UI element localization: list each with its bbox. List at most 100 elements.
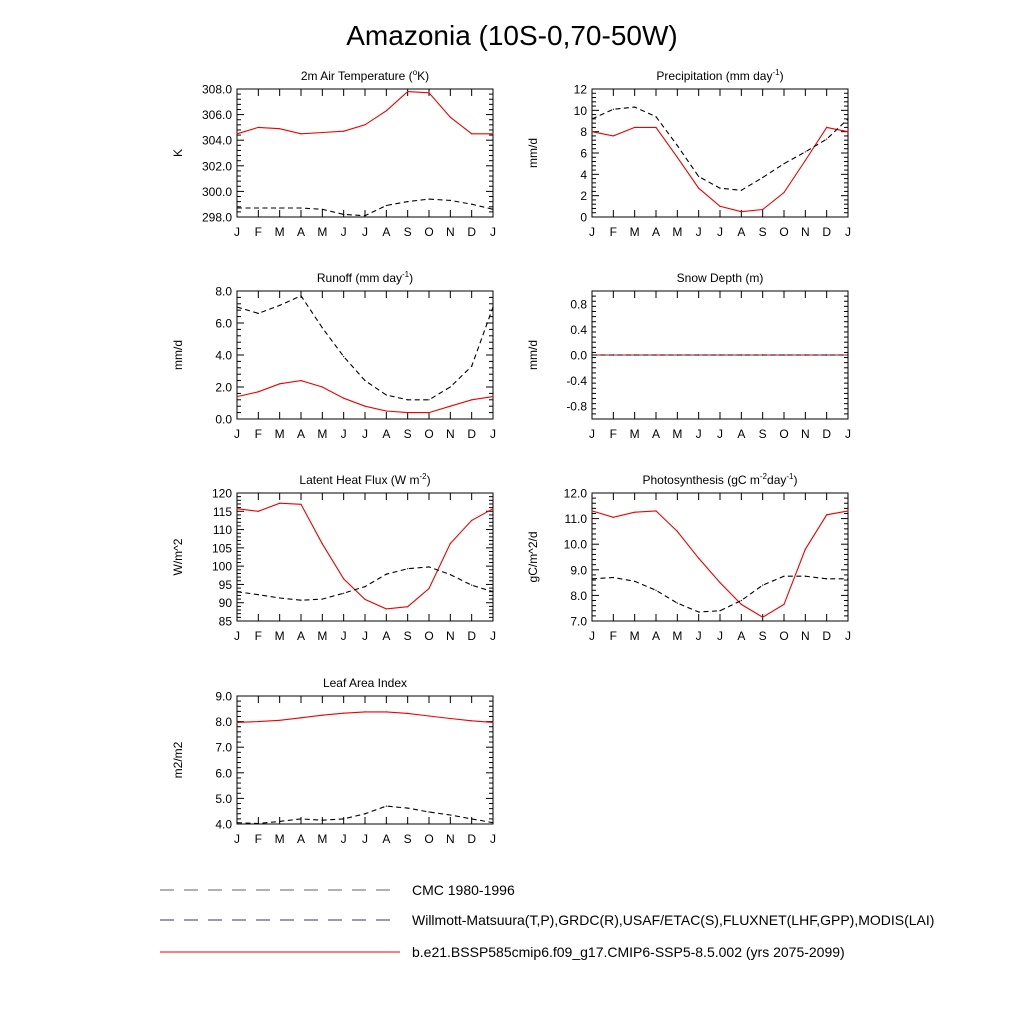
data-point-model xyxy=(321,386,323,388)
x-tick-label: A xyxy=(297,225,305,239)
data-point-obs xyxy=(634,580,636,582)
data-point-obs xyxy=(236,207,238,209)
x-tick-label: O xyxy=(424,832,433,846)
x-tick-label: O xyxy=(424,629,433,643)
data-point-obs xyxy=(762,584,764,586)
panel-title: Precipitation (mm day-1​) xyxy=(656,68,783,83)
x-tick-label: M xyxy=(275,832,285,846)
data-point-obs xyxy=(279,820,281,823)
data-point-model xyxy=(343,578,345,580)
x-tick-label: A xyxy=(382,225,390,239)
data-point-model xyxy=(471,519,473,522)
x-tick-label: S xyxy=(404,629,412,643)
legend: CMC 1980-1996 Willmott-Matsuura(T,P),GRDC… xyxy=(160,882,934,960)
data-point-obs xyxy=(591,578,593,580)
data-point-model xyxy=(343,130,345,132)
data-point-obs xyxy=(783,575,785,577)
data-point-obs xyxy=(612,576,614,579)
x-tick-label: S xyxy=(759,225,767,239)
y-tick-label: 95 xyxy=(219,578,233,592)
data-point-obs xyxy=(300,599,302,601)
data-point-obs xyxy=(300,207,302,209)
data-point-obs xyxy=(719,187,721,189)
plot-frame xyxy=(236,88,494,218)
data-point-obs xyxy=(762,354,764,356)
data-point-obs xyxy=(364,586,366,588)
data-point-obs xyxy=(740,599,742,602)
data-point-obs xyxy=(698,611,700,613)
data-point-obs xyxy=(364,813,366,815)
x-tick-label: S xyxy=(404,225,412,239)
x-tick-label: O xyxy=(424,427,433,441)
data-point-obs xyxy=(471,818,473,820)
x-tick-label: J xyxy=(341,427,347,441)
x-tick-label: M xyxy=(672,427,682,441)
x-tick-label: N xyxy=(446,427,455,441)
data-point-model xyxy=(762,616,764,618)
data-point-obs xyxy=(279,597,281,599)
data-point-model xyxy=(449,405,451,407)
x-tick-label: A xyxy=(297,629,305,643)
y-tick-label: 11.0 xyxy=(565,512,588,526)
x-tick-label: O xyxy=(779,225,788,239)
data-point-model xyxy=(257,721,259,723)
x-tick-label: M xyxy=(672,225,682,239)
y-axis-label: gC/m^2/d xyxy=(526,532,540,583)
data-point-obs xyxy=(385,394,387,396)
data-point-obs xyxy=(364,215,366,217)
x-tick-label: M xyxy=(630,427,640,441)
x-tick-label: J xyxy=(717,225,723,239)
x-tick-label: F xyxy=(255,832,262,846)
data-point-obs xyxy=(698,175,700,178)
panel-prect: Precipitation (mm day-1​) mm/d 0 2 4 6 8 10 12 J F… xyxy=(526,68,851,239)
data-point-obs xyxy=(279,207,281,209)
panel-title: Leaf Area Index xyxy=(323,676,407,690)
data-point-model xyxy=(655,126,657,128)
y-tick-label: 306.0 xyxy=(202,108,232,122)
y-tick-label: 302.0 xyxy=(202,159,232,173)
x-tick-label: N xyxy=(801,427,810,441)
x-tick-label: J xyxy=(589,225,595,239)
data-point-model xyxy=(492,721,494,723)
x-tick-label: J xyxy=(845,427,851,441)
data-point-model xyxy=(236,396,238,398)
series-model xyxy=(236,380,494,414)
data-point-obs xyxy=(612,354,614,356)
data-point-obs xyxy=(783,354,785,356)
data-point-model xyxy=(321,131,323,134)
x-tick-label: M xyxy=(317,427,327,441)
data-point-obs xyxy=(719,610,721,612)
data-point-obs xyxy=(407,399,409,401)
x-tick-label: J xyxy=(490,225,496,239)
x-tick-label: M xyxy=(275,225,285,239)
y-tick-label: 8.0 xyxy=(570,589,587,603)
data-point-model xyxy=(385,410,387,412)
data-point-model xyxy=(698,187,700,189)
data-point-model xyxy=(300,717,302,719)
data-point-obs xyxy=(449,814,451,816)
data-point-obs xyxy=(428,399,430,401)
data-point-obs xyxy=(591,354,593,356)
y-tick-label: 90 xyxy=(219,596,233,610)
x-tick-label: J xyxy=(845,629,851,643)
data-point-model xyxy=(826,514,828,516)
y-tick-label: 4.0 xyxy=(215,818,232,832)
x-tick-label: J xyxy=(490,629,496,643)
data-point-obs xyxy=(804,575,806,577)
data-point-model xyxy=(279,383,281,385)
x-tick-label: N xyxy=(446,629,455,643)
data-point-obs xyxy=(826,578,828,580)
data-point-model xyxy=(492,508,494,510)
data-point-model xyxy=(591,131,593,133)
x-tick-label: J xyxy=(341,629,347,643)
x-tick-label: M xyxy=(317,225,327,239)
data-point-model xyxy=(257,126,259,128)
y-tick-label: 6.0 xyxy=(215,766,232,780)
data-point-model xyxy=(804,159,806,162)
data-point-model xyxy=(364,598,366,601)
data-point-model xyxy=(343,397,345,399)
x-tick-label: J xyxy=(234,629,240,643)
series-obs xyxy=(591,106,849,191)
data-point-model xyxy=(300,380,302,382)
x-tick-label: J xyxy=(234,225,240,239)
